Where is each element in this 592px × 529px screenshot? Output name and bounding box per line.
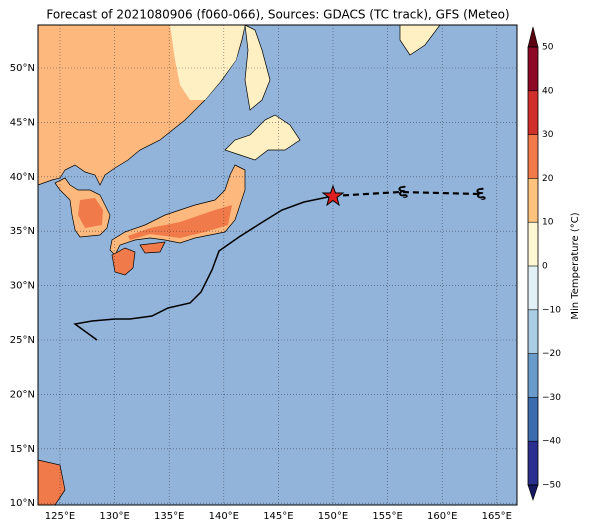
lon-label: 145°E [263,511,293,522]
lat-label: 30°N [10,281,35,292]
storm-position [321,184,345,207]
colorbar-tick-label: −50 [542,481,561,491]
colorbar-label: Min Temperature (°C) [570,212,581,319]
cyclone-symbol: ૬ [398,181,408,202]
lon-label: 130°E [99,511,129,522]
colorbar-band [528,441,538,486]
colorbar-tick-label: 20 [542,174,554,184]
land [78,198,103,228]
colorbar-tick-label: −40 [542,437,561,447]
colorbar-arrow [527,484,539,501]
land [111,247,136,276]
lon-label: 150°E [318,511,348,522]
colorbar-band [528,90,538,136]
lat-label: 45°N [10,117,35,128]
colorbar-band [528,222,538,267]
colorbar-tick-label: 40 [542,86,554,96]
lat-label: 35°N [10,226,35,237]
colorbar-tick-label: −30 [542,393,561,403]
map-frame [37,24,518,506]
forecast-track [332,190,481,198]
lat-label: 10°N [10,498,35,509]
colorbar: 50 40 30 20 10 0 −10 −20 −30 −40 −50 [527,26,561,501]
colorbar-arrow [527,26,539,48]
lon-label: 165°E [482,511,512,522]
land [170,25,245,100]
lon-label: 125°E [45,511,75,522]
colorbar-band [528,309,538,355]
lat-label: 50°N [10,63,35,74]
colorbar-band [528,178,538,223]
lon-label: 160°E [427,511,457,522]
colorbar-tick-label: 30 [542,130,554,140]
colorbar-tick-label: 0 [542,262,548,272]
lon-label: 140°E [209,511,239,522]
title: Forecast of 2021080906 (f060-066), Sourc… [46,8,509,22]
colorbar-tick-label: 50 [542,43,554,53]
colorbar-band [528,134,538,179]
land [139,241,166,254]
lat-label: 20°N [10,389,35,400]
lon-label: 155°E [372,511,402,522]
colorbar-band [528,353,538,398]
lat-label: 25°N [10,335,35,346]
land [224,114,301,161]
colorbar-band [528,47,538,92]
colorbar-band [528,266,538,311]
land [244,24,271,111]
track [73,195,334,341]
colorbar-band [528,397,538,442]
lat-label: 40°N [10,172,35,183]
lat-label: 15°N [10,444,35,455]
colorbar-tick-label: 10 [542,218,554,228]
colorbar-tick-label: −20 [542,349,561,359]
lon-label: 135°E [154,511,184,522]
colorbar-tick-label: −10 [542,305,561,315]
cyclone-symbol: ૬ [476,183,486,204]
map: ૬ ૬ [37,24,518,506]
